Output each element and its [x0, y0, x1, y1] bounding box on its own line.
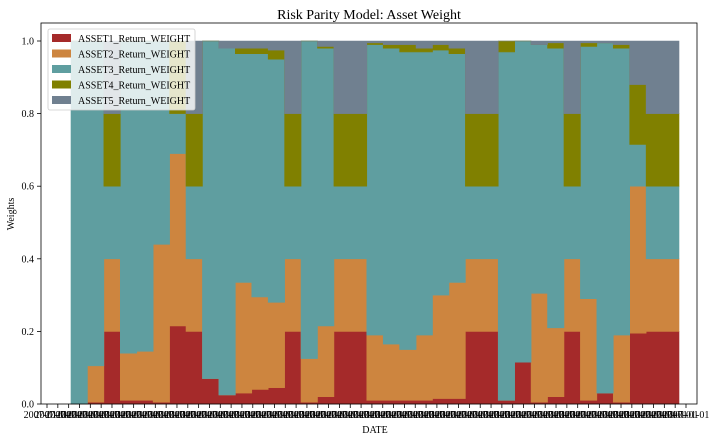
x-tick-label: 2007-01-01	[338, 410, 385, 421]
x-axis-label: DATE	[362, 425, 388, 436]
legend-label: ASSET5_Return_WEIGHT	[78, 96, 190, 107]
plot-frame	[40, 22, 698, 405]
x-tick-label: 2007-01-01	[273, 410, 320, 421]
x-tick-label: 2007-01-01	[349, 410, 396, 421]
x-tick-label: 2007-01-01	[446, 410, 493, 421]
x-tick-label: 2007-01-01	[554, 410, 601, 421]
x-tick-label: 2007-01-01	[154, 410, 201, 421]
x-tick-label: 2007-01-01	[619, 410, 666, 421]
x-tick-label: 2007-01-01	[565, 410, 612, 421]
x-tick-label: 2007-01-01	[370, 410, 417, 421]
x-tick-label: 2007-01-01	[121, 410, 168, 421]
x-tick-label: 2007-01-01	[511, 410, 558, 421]
legend-swatch	[52, 34, 71, 42]
legend-swatch	[52, 49, 71, 58]
x-tick-label: 2007-01-01	[468, 410, 515, 421]
legend-swatch	[52, 65, 71, 73]
legend-label: ASSET3_Return_WEIGHT	[78, 65, 190, 76]
x-tick-label: 2007-01-01	[652, 410, 699, 421]
x-tick-label: 2007-01-01	[609, 410, 656, 421]
x-axis: 2007-01-012007-01-012007-01-012007-01-01…	[24, 404, 710, 421]
chart-title: Risk Parity Model: Asset Weight	[277, 8, 461, 23]
x-tick-label: 2007-01-01	[479, 410, 526, 421]
x-tick-label: 2007-01-01	[110, 410, 157, 421]
x-tick-label: 2007-01-01	[251, 410, 298, 421]
x-tick-label: 2007-01-01	[316, 410, 363, 421]
legend: ASSET1_Return_WEIGHT ASSET2_Return_WEIGHT…	[47, 28, 196, 111]
stacked-areas	[70, 40, 680, 405]
y-tick-label: 0.0	[22, 400, 35, 411]
x-tick-label: 2007-01-01	[208, 410, 255, 421]
y-tick-label: 0.6	[22, 182, 35, 193]
x-tick-label: 2007-01-01	[219, 410, 266, 421]
x-tick-label: 2007-01-01	[45, 410, 92, 421]
x-tick-label: 2007-01-01	[630, 410, 677, 421]
x-tick-label: 2007-01-01	[663, 410, 710, 421]
x-tick-label: 2007-01-01	[641, 410, 688, 421]
x-tick-label: 2007-01-01	[381, 410, 428, 421]
x-tick-label: 2007-01-01	[587, 410, 634, 421]
x-tick-label: 2007-01-01	[424, 410, 471, 421]
y-tick-label: 0.8	[22, 109, 35, 120]
legend-swatch	[52, 96, 71, 104]
legend-label: ASSET2_Return_WEIGHT	[78, 50, 190, 61]
x-tick-label: 2007-01-01	[197, 410, 244, 421]
x-tick-label: 2007-01-01	[305, 410, 352, 421]
x-tick-label: 2007-01-01	[143, 410, 190, 421]
legend-label: ASSET1_Return_WEIGHT	[78, 34, 190, 45]
x-tick-label: 2007-01-01	[327, 410, 374, 421]
legend-box	[47, 28, 196, 111]
x-tick-label: 2007-01-01	[24, 410, 71, 421]
x-tick-label: 2007-01-01	[359, 410, 406, 421]
x-tick-label: 2007-01-01	[457, 410, 504, 421]
x-tick-label: 2007-01-01	[435, 410, 482, 421]
x-tick-label: 2007-01-01	[403, 410, 450, 421]
y-tick-label: 1.0	[22, 37, 35, 48]
x-tick-label: 2007-01-01	[262, 410, 309, 421]
x-tick-label: 2007-01-01	[500, 410, 547, 421]
x-tick-label: 2007-01-01	[284, 410, 331, 421]
y-axis-label: Weights	[6, 198, 17, 231]
x-tick-label: 2007-01-01	[164, 410, 211, 421]
x-tick-label: 2007-01-01	[522, 410, 569, 421]
x-tick-label: 2007-01-01	[414, 410, 461, 421]
x-tick-label: 2007-01-01	[56, 410, 103, 421]
x-tick-label: 2007-01-01	[34, 410, 81, 421]
x-tick-label: 2007-01-01	[598, 410, 645, 421]
x-tick-label: 2007-01-01	[67, 410, 114, 421]
x-tick-label: 2007-01-01	[99, 410, 146, 421]
x-tick-label: 2007-01-01	[489, 410, 536, 421]
x-tick-label: 2007-01-01	[186, 410, 233, 421]
x-tick-label: 2007-01-01	[294, 410, 341, 421]
x-tick-label: 2007-01-01	[89, 410, 136, 421]
legend-label: ASSET4_Return_WEIGHT	[78, 81, 190, 92]
legend-swatch	[52, 80, 71, 89]
x-tick-label: 2007-01-01	[240, 410, 287, 421]
y-tick-label: 0.2	[22, 327, 35, 338]
x-tick-label: 2007-01-01	[78, 410, 125, 421]
y-tick-label: 0.4	[22, 254, 35, 265]
x-tick-label: 2007-01-01	[132, 410, 179, 421]
x-tick-label: 2007-01-01	[392, 410, 439, 421]
x-tick-label: 2007-01-01	[544, 410, 591, 421]
x-tick-label: 2007-01-01	[533, 410, 580, 421]
x-tick-label: 2007-01-01	[576, 410, 623, 421]
y-axis: 0.0 0.2 0.4 0.6 0.8 1.0	[22, 37, 41, 411]
x-tick-label: 2007-01-01	[175, 410, 222, 421]
x-tick-label: 2007-01-01	[229, 410, 276, 421]
